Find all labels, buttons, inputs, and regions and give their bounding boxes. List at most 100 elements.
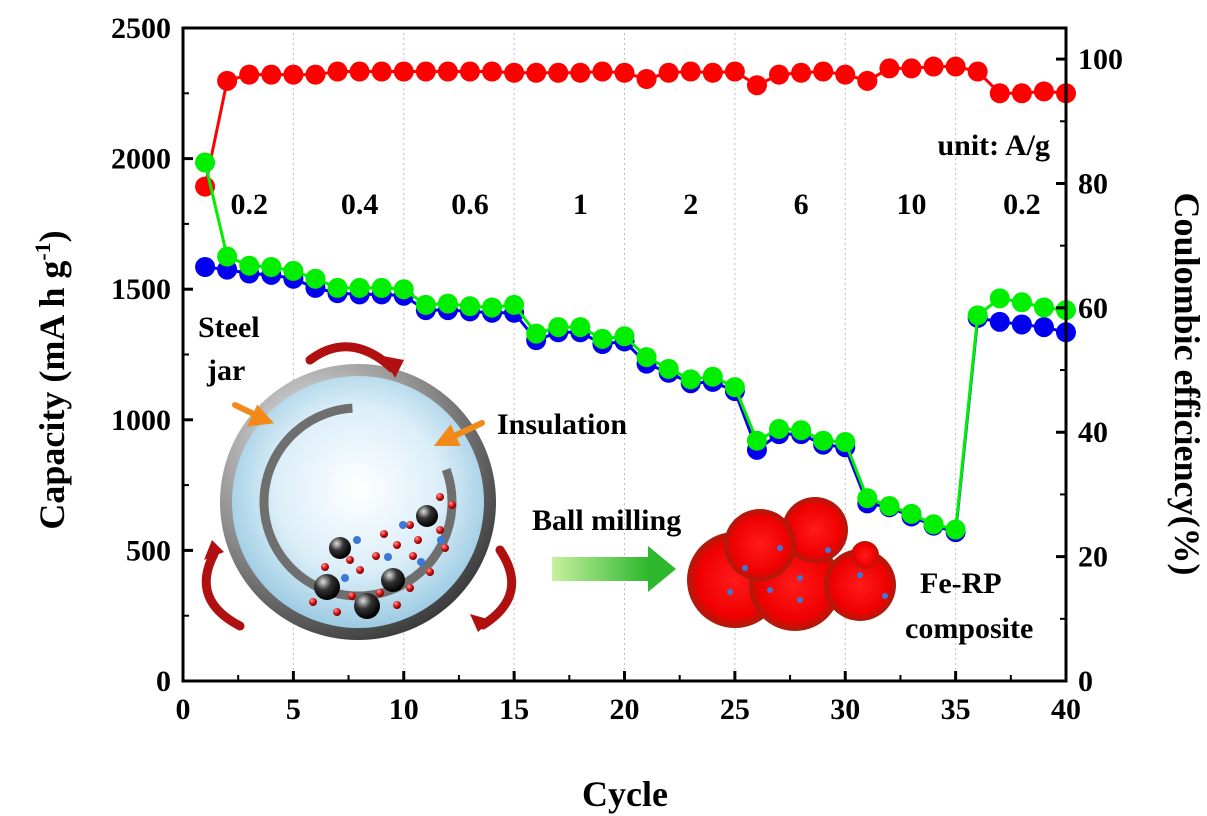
- rate-label-1: 0.4: [341, 188, 379, 221]
- point-charge-19: [592, 328, 613, 349]
- point-efficiency-7: [327, 61, 348, 82]
- point-charge-4: [261, 256, 282, 277]
- x-tick-label-10: 10: [389, 693, 419, 726]
- point-charge-28: [791, 420, 812, 441]
- x-tick-label-30: 30: [830, 693, 860, 726]
- rate-label-3: 1: [573, 188, 588, 221]
- x-tick-label-15: 15: [499, 693, 529, 726]
- point-charge-20: [614, 326, 635, 347]
- point-efficiency-2: [217, 70, 238, 91]
- point-efficiency-5: [283, 64, 304, 85]
- point-efficiency-11: [415, 61, 436, 82]
- point-efficiency-9: [371, 61, 392, 82]
- point-charge-26: [746, 430, 767, 451]
- fe-rp-label-line1: Fe-RP: [920, 567, 1002, 600]
- rate-label-0: 0.2: [230, 188, 268, 221]
- point-charge-35: [945, 519, 966, 540]
- point-charge-24: [702, 366, 723, 387]
- point-efficiency-10: [393, 61, 414, 82]
- x-tick-label-40: 40: [1051, 693, 1081, 726]
- rotation-arrowheads: [204, 356, 491, 632]
- point-charge-10: [393, 279, 414, 300]
- point-charge-11: [415, 294, 436, 315]
- point-efficiency-24: [702, 62, 723, 83]
- y-axis-title-main: Capacity (mA h g: [32, 261, 72, 530]
- point-efficiency-30: [835, 64, 856, 85]
- point-efficiency-20: [614, 62, 635, 83]
- y-tick-label-1500: 1500: [111, 273, 171, 306]
- insulation-label: Insulation: [497, 408, 627, 441]
- x-tick-label-0: 0: [176, 693, 191, 726]
- point-charge-16: [526, 323, 547, 344]
- y2-tick-label-20: 20: [1078, 541, 1108, 574]
- rate-label-5: 6: [794, 188, 809, 221]
- point-charge-2: [217, 246, 238, 267]
- point-efficiency-34: [923, 56, 944, 77]
- axes: 0 5 10 15 20 25 30 35 40050010001500200025000204…: [111, 12, 1123, 726]
- pointer-arrows: [232, 402, 485, 446]
- point-charge-23: [680, 369, 701, 390]
- ball-milling-illustration: Steel jar Insulation Ball milling Fe-RP …: [198, 311, 1033, 645]
- series-charge-line: [203, 162, 1067, 532]
- point-charge-30: [835, 432, 856, 453]
- steel-jar-inner: [232, 376, 484, 628]
- unit-label: unit: A/g: [937, 129, 1050, 162]
- point-efficiency-22: [658, 62, 679, 83]
- series-layer: [195, 56, 1076, 543]
- ball-milling-arrow: [552, 546, 676, 592]
- point-efficiency-21: [636, 68, 657, 89]
- point-efficiency-6: [305, 64, 326, 85]
- point-efficiency-32: [879, 58, 900, 79]
- point-charge-8: [349, 277, 370, 298]
- x-tick-label-5: 5: [286, 693, 301, 726]
- fe-rp-label-line2: composite: [905, 612, 1033, 645]
- point-efficiency-18: [570, 62, 591, 83]
- y2-tick-label-40: 40: [1078, 416, 1108, 449]
- y-axis-title: Capacity (mA h g-1): [30, 230, 72, 529]
- ball-milling-label: Ball milling: [532, 504, 681, 537]
- point-efficiency-25: [724, 61, 745, 82]
- point-charge-22: [658, 358, 679, 379]
- point-charge-32: [879, 495, 900, 516]
- point-efficiency-39: [1033, 81, 1054, 102]
- y-axis-title-close: ): [32, 230, 72, 242]
- y-tick-label-1000: 1000: [111, 404, 171, 437]
- series-charge: [195, 152, 1076, 540]
- x-tick-label-25: 25: [720, 693, 750, 726]
- point-charge-33: [901, 503, 922, 524]
- point-efficiency-23: [680, 61, 701, 82]
- point-charge-31: [857, 488, 878, 509]
- milling-balls: [309, 493, 456, 619]
- point-discharge-39: [1033, 317, 1054, 338]
- fe-rp-composite-cluster: [687, 497, 896, 631]
- rate-label-2: 0.6: [451, 188, 489, 221]
- point-efficiency-17: [548, 62, 569, 83]
- point-efficiency-15: [504, 62, 525, 83]
- point-charge-36: [967, 305, 988, 326]
- series-efficiency-line: [203, 65, 1067, 187]
- point-efficiency-13: [459, 61, 480, 82]
- point-efficiency-36: [967, 61, 988, 82]
- x-tick-label-35: 35: [941, 693, 971, 726]
- point-charge-17: [548, 317, 569, 338]
- series-discharge-line: [204, 265, 1067, 535]
- y2-axis-title: Coulombic efficiency(%): [1167, 193, 1207, 576]
- rate-label-6: 10: [896, 188, 926, 221]
- point-charge-5: [283, 260, 304, 281]
- point-efficiency-38: [1011, 83, 1032, 104]
- rotation-arrows: [201, 342, 517, 631]
- point-discharge-37: [989, 311, 1010, 332]
- point-charge-15: [504, 294, 525, 315]
- point-charge-25: [724, 377, 745, 398]
- y2-tick-label-100: 100: [1078, 43, 1123, 76]
- y2-tick-label-60: 60: [1078, 292, 1108, 325]
- point-efficiency-4: [261, 64, 282, 85]
- y-axis-title-sup: -1: [30, 242, 55, 260]
- point-efficiency-26: [746, 75, 767, 96]
- rate-label-7: 0.2: [1003, 188, 1041, 221]
- fe-particles: [341, 521, 445, 582]
- y2-tick-label-0: 0: [1078, 665, 1093, 698]
- point-discharge-38: [1011, 314, 1032, 335]
